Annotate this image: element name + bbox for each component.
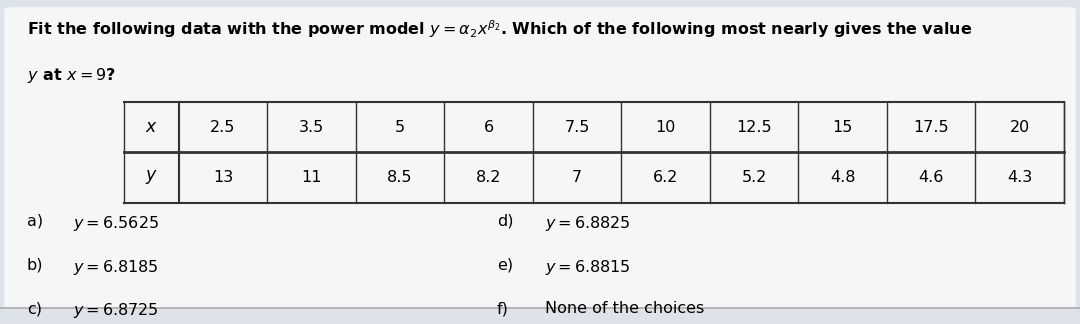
Text: e): e): [497, 258, 513, 272]
Text: 8.2: 8.2: [475, 170, 501, 185]
Text: 10: 10: [656, 120, 676, 135]
Text: 2.5: 2.5: [211, 120, 235, 135]
Text: f): f): [497, 301, 509, 316]
Text: 20: 20: [1010, 120, 1029, 135]
Text: 5: 5: [395, 120, 405, 135]
Text: c): c): [27, 301, 42, 316]
Text: b): b): [27, 258, 43, 272]
Text: 6.2: 6.2: [652, 170, 678, 185]
Text: $y = 6.8185$: $y = 6.8185$: [73, 258, 159, 277]
Text: 7: 7: [572, 170, 582, 185]
Text: 15: 15: [833, 120, 853, 135]
Text: 17.5: 17.5: [914, 120, 949, 135]
Text: 11: 11: [301, 170, 322, 185]
Text: d): d): [497, 214, 513, 229]
Text: $x$: $x$: [145, 118, 158, 136]
Text: $y = 6.8725$: $y = 6.8725$: [73, 301, 159, 320]
Text: 6: 6: [484, 120, 494, 135]
Text: $y = 6.5625$: $y = 6.5625$: [73, 214, 160, 233]
Text: $y$ at $x = 9$?: $y$ at $x = 9$?: [27, 66, 116, 86]
Text: Fit the following data with the power model $y = \alpha_2 x^{\beta_2}$. Which of: Fit the following data with the power mo…: [27, 18, 972, 40]
Text: 7.5: 7.5: [565, 120, 590, 135]
Text: 12.5: 12.5: [737, 120, 772, 135]
Text: a): a): [27, 214, 43, 229]
Text: 3.5: 3.5: [299, 120, 324, 135]
Text: $y = 6.8825$: $y = 6.8825$: [545, 214, 631, 233]
Text: 13: 13: [213, 170, 233, 185]
Text: 4.6: 4.6: [918, 170, 944, 185]
Text: $y = 6.8815$: $y = 6.8815$: [545, 258, 631, 277]
Text: 8.5: 8.5: [388, 170, 413, 185]
Text: 5.2: 5.2: [741, 170, 767, 185]
Text: 4.8: 4.8: [829, 170, 855, 185]
Text: $y$: $y$: [145, 168, 158, 186]
Text: 4.3: 4.3: [1007, 170, 1032, 185]
Text: None of the choices: None of the choices: [545, 301, 704, 316]
